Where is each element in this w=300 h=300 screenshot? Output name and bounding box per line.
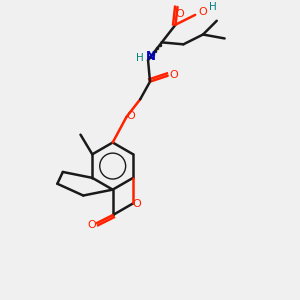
Text: O: O: [199, 7, 207, 17]
Text: H: H: [136, 53, 144, 63]
Text: O: O: [126, 111, 135, 121]
Text: O: O: [175, 9, 184, 19]
Text: O: O: [88, 220, 97, 230]
Text: O: O: [133, 200, 141, 209]
Text: O: O: [169, 70, 178, 80]
Text: N: N: [146, 50, 156, 63]
Text: H: H: [209, 2, 217, 12]
